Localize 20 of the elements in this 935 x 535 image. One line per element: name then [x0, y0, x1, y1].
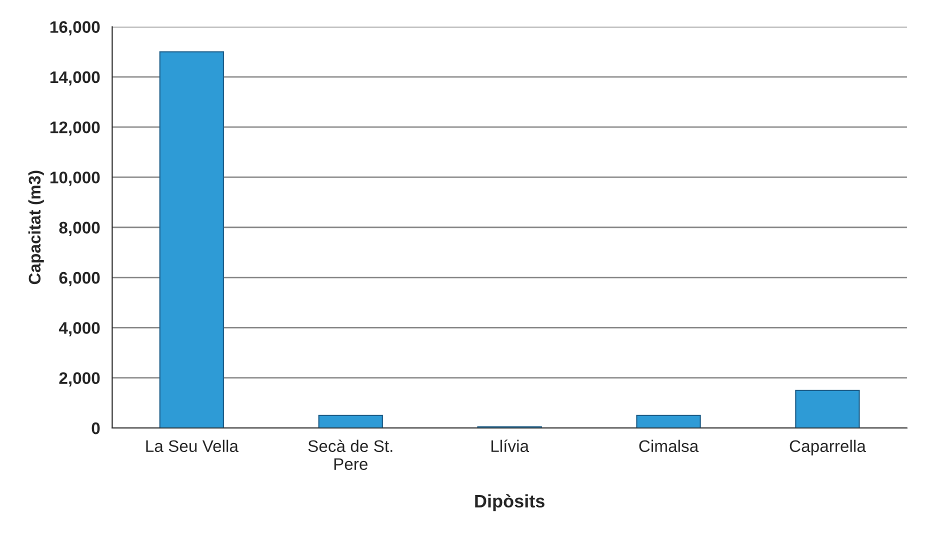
x-tick-label: Caparrella: [790, 440, 866, 456]
x-tick-label: Secà de St. Pere: [308, 440, 392, 470]
y-tick-label: 12,000: [50, 121, 100, 136]
bar: [636, 414, 701, 428]
bar: [159, 51, 224, 428]
x-tick-label: Llívia: [491, 440, 530, 452]
x-tick-label: Cimalsa: [639, 440, 699, 452]
x-axis-title: Dipòsits: [475, 494, 544, 512]
y-tick-label: 0: [92, 422, 100, 434]
bar: [318, 414, 383, 428]
y-tick-label: 16,000: [50, 21, 100, 36]
y-tick-label: 8,000: [59, 222, 100, 236]
y-tick-label: 10,000: [50, 172, 100, 186]
bar: [795, 390, 860, 428]
y-tick-label: 2,000: [59, 372, 100, 386]
x-tick-label: La Seu Vella: [146, 440, 238, 452]
y-axis-title: Capacitat (m3): [28, 170, 44, 284]
y-tick-label: 4,000: [58, 322, 100, 336]
y-tick-label: 6,000: [59, 272, 100, 286]
y-tick-label: 14,000: [50, 71, 100, 86]
